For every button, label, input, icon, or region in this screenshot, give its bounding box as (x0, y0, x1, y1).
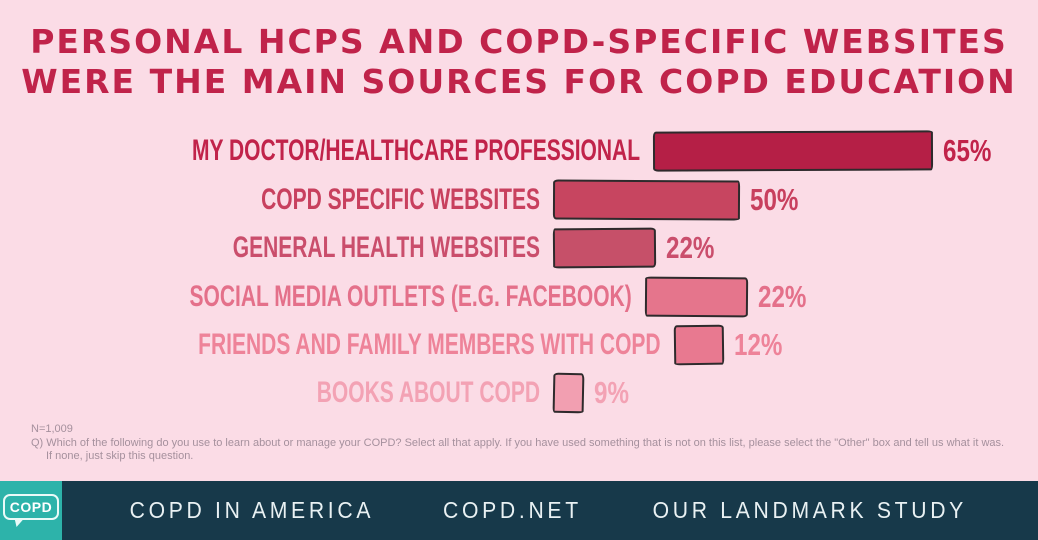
bar (652, 130, 934, 172)
bar-value: 12% (733, 327, 782, 362)
footer-link-our-landmark-study[interactable]: OUR LANDMARK STUDY (653, 497, 968, 523)
bar-label: BOOKS ABOUT COPD (316, 376, 540, 409)
bar (644, 276, 748, 318)
bar (552, 227, 657, 269)
footnote-sample-size: N=1,009 (31, 423, 73, 435)
chart-title-line-2: WERE THE MAIN SOURCES FOR COPD EDUCATION (21, 62, 1017, 101)
bar (552, 179, 741, 221)
footer-nav: COPD IN AMERICA COPD.NET OUR LANDMARK ST… (62, 481, 1038, 540)
footnote-question-continued: If none, just skip this question. (46, 450, 194, 462)
bar-value: 22% (757, 279, 807, 314)
footnote-question: Q) Which of the following do you use to … (31, 436, 1005, 449)
bar-value: 22% (666, 230, 715, 265)
bar-label: COPD SPECIFIC WEBSITES (261, 183, 540, 216)
copd-logo[interactable]: COPD (0, 481, 62, 540)
bar-row: GENERAL HEALTH WEBSITES 22% (0, 227, 1038, 269)
copd-logo-speech-bubble-icon: COPD (2, 493, 60, 520)
chart-title: PERSONAL HCPS AND COPD-SPECIFIC WEBSITES… (0, 22, 1038, 102)
bar-row: BOOKS ABOUT COPD 9% (0, 372, 1038, 414)
bar-row: COPD SPECIFIC WEBSITES 50% (0, 179, 1038, 221)
bar-value: 9% (594, 375, 629, 410)
chart-title-line-1: PERSONAL HCPS AND COPD-SPECIFIC WEBSITES (30, 22, 1008, 61)
bar-value: 65% (943, 133, 992, 168)
bar-label: MY DOCTOR/HEALTHCARE PROFESSIONAL (192, 134, 641, 167)
bar-row: MY DOCTOR/HEALTHCARE PROFESSIONAL 65% (0, 130, 1038, 172)
bar-row: SOCIAL MEDIA OUTLETS (E.G. FACEBOOK) 22% (0, 276, 1038, 318)
footer-bar: COPD COPD IN AMERICA COPD.NET OUR LANDMA… (0, 481, 1038, 540)
footer-link-copd-in-america[interactable]: COPD IN AMERICA (129, 497, 374, 523)
bar (673, 324, 724, 366)
footer-link-copd-net[interactable]: COPD.NET (442, 497, 582, 523)
bar-row: FRIENDS AND FAMILY MEMBERS WITH COPD 12% (0, 324, 1038, 366)
bar-label: SOCIAL MEDIA OUTLETS (E.G. FACEBOOK) (189, 280, 632, 313)
bar-value: 50% (750, 182, 799, 217)
bar-label: GENERAL HEALTH WEBSITES (232, 231, 540, 264)
bar (552, 372, 585, 414)
bar-label: FRIENDS AND FAMILY MEMBERS WITH COPD (198, 328, 661, 361)
footnote: N=1,009 Q) Which of the following do you… (31, 423, 1004, 464)
